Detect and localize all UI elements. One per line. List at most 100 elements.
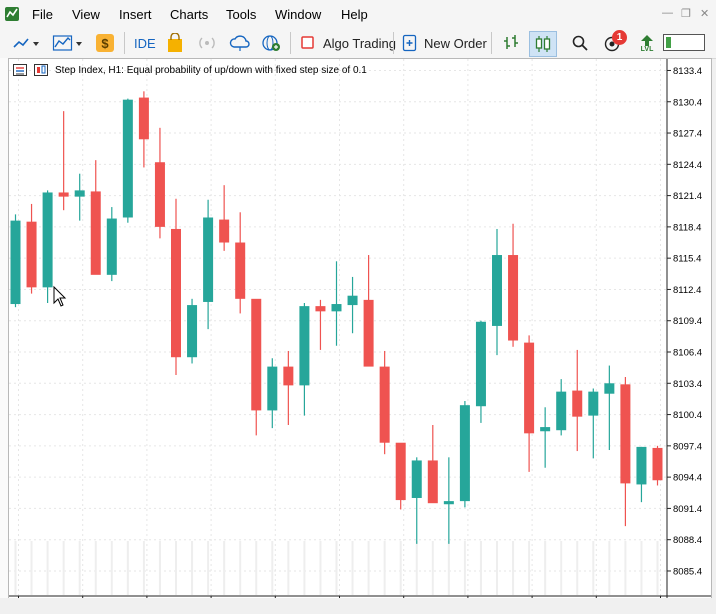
price-tick-label: 8088.4 (673, 535, 702, 546)
level-indicator[interactable]: LVL (640, 31, 654, 57)
candle-body (508, 255, 519, 341)
notification-badge: 1 (612, 30, 627, 45)
level-label: LVL (640, 45, 654, 53)
price-tick-label: 8127.4 (673, 129, 702, 140)
candle-body (171, 228, 181, 358)
candlestick-icon (535, 36, 551, 52)
candle-body (443, 501, 454, 505)
candle-body (122, 99, 133, 218)
restore-icon[interactable]: ❐ (681, 8, 691, 20)
toolbar-separator (124, 32, 125, 54)
side-panel-edge (0, 58, 8, 598)
menu-bar: File View Insert Charts Tools Window Hel… (0, 0, 716, 28)
candle-body (524, 342, 535, 434)
mouse-cursor-icon (53, 285, 67, 307)
price-tick-label: 8112.4 (673, 285, 701, 296)
menu-tools[interactable]: Tools (226, 7, 257, 22)
vps-button[interactable] (229, 31, 251, 55)
toolbar-separator (393, 32, 394, 54)
candle-body (652, 447, 663, 481)
menu-help[interactable]: Help (341, 7, 368, 22)
price-tick-label: 8118.4 (673, 222, 701, 233)
candle-body (42, 192, 53, 288)
menu-charts[interactable]: Charts (170, 7, 209, 22)
candle-body (636, 446, 647, 485)
algo-trading-button[interactable]: Algo Trading (300, 31, 396, 55)
candle-body (106, 218, 117, 275)
algo-trading-label: Algo Trading (323, 35, 396, 51)
candle-body (604, 383, 615, 394)
candle-body (138, 97, 149, 140)
toolbar-separator (491, 32, 492, 54)
new-order-icon (402, 34, 417, 52)
search-button[interactable] (571, 31, 589, 55)
menu-window[interactable]: Window (275, 7, 322, 22)
chart-title: Step Index, H1: Equal probability of up/… (55, 65, 367, 76)
candle-body (556, 391, 567, 431)
cloud-icon (229, 35, 250, 51)
candle-body (411, 460, 422, 498)
toolbar: $ IDE Algo Trading (0, 28, 716, 59)
candle-body (459, 405, 470, 502)
price-tick-label: 8130.4 (673, 97, 702, 108)
candle-body (315, 306, 326, 312)
bar-chart-button[interactable] (501, 31, 521, 55)
menu-insert[interactable]: Insert (119, 7, 152, 22)
price-tick-label: 8097.4 (673, 441, 702, 452)
minimize-icon[interactable]: — (662, 7, 673, 19)
candle-body (299, 306, 310, 386)
close-icon[interactable]: ✕ (700, 8, 710, 20)
price-tick-label: 8115.4 (673, 254, 701, 265)
candle-body (58, 192, 69, 197)
ide-button[interactable]: IDE (134, 35, 156, 51)
candle-body (235, 242, 246, 299)
candle-body (26, 221, 37, 288)
chart-properties-icon[interactable] (34, 64, 48, 76)
price-tick-label: 8103.4 (673, 379, 702, 390)
chart-list-icon[interactable] (13, 64, 27, 76)
line-chart-button[interactable] (12, 31, 40, 55)
line-chart-icon (13, 38, 39, 48)
menu-view[interactable]: View (72, 7, 100, 22)
bar-chart-icon (504, 35, 518, 49)
connection-status-bar[interactable] (663, 34, 705, 51)
status-strip (0, 598, 716, 614)
grid (9, 59, 667, 596)
algo-trading-icon (301, 36, 314, 49)
store-button[interactable] (166, 31, 184, 55)
price-axis: 8133.4 8130.4 8127.4 8124.4 8121.4 8118.4 8115… (667, 66, 702, 577)
web-button[interactable] (261, 31, 283, 55)
candle-body (395, 442, 406, 501)
chart-type-button[interactable] (52, 31, 88, 55)
market-button[interactable]: $ (95, 31, 115, 55)
dollar-icon: $ (96, 34, 114, 52)
candle-body (283, 366, 294, 386)
candle-body (620, 384, 631, 484)
candle-body (219, 219, 230, 243)
price-tick-label: 8109.4 (673, 316, 702, 327)
app-logo-icon (5, 7, 19, 21)
price-tick-label: 8091.4 (673, 504, 702, 515)
toolbar-separator (290, 32, 291, 54)
signal-icon (199, 37, 215, 49)
candle-body (187, 305, 198, 358)
candle-body (572, 390, 583, 417)
candlestick-chart[interactable]: 8133.4 8130.4 8127.4 8124.4 8121.4 8118.4 8115… (9, 59, 711, 599)
signals-button[interactable] (197, 31, 217, 55)
candle-body (475, 321, 486, 407)
candle-body (10, 220, 21, 305)
price-tick-label: 8094.4 (673, 473, 702, 484)
new-order-button[interactable]: New Order (402, 31, 487, 55)
price-tick-label: 8121.4 (673, 191, 702, 202)
candle-body (540, 427, 551, 432)
menu-file[interactable]: File (32, 7, 53, 22)
candlestick-chart-button[interactable] (529, 31, 557, 57)
svg-text:$: $ (101, 36, 109, 51)
search-icon (572, 35, 588, 51)
price-tick-label: 8133.4 (673, 66, 702, 77)
candle-body (379, 366, 390, 443)
candle-body (331, 304, 342, 312)
chart-window[interactable]: 8133.4 8130.4 8127.4 8124.4 8121.4 8118.4 8115… (8, 58, 712, 600)
price-tick-label: 8106.4 (673, 348, 702, 359)
volume-bars (14, 541, 659, 595)
